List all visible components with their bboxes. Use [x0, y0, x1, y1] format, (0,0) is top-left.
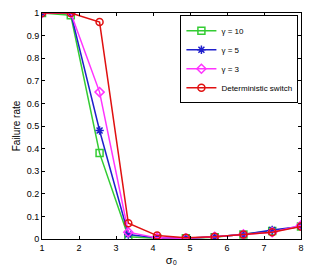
svg-text:γ = 3: γ = 3: [221, 65, 239, 74]
svg-text:0.7: 0.7: [27, 76, 40, 86]
svg-text:0.3: 0.3: [27, 166, 40, 176]
svg-text:0.9: 0.9: [27, 31, 40, 41]
svg-text:0.5: 0.5: [27, 121, 40, 131]
svg-text:2: 2: [76, 243, 81, 253]
svg-text:1: 1: [39, 243, 44, 253]
svg-text:0.2: 0.2: [27, 189, 40, 199]
svg-text:8: 8: [298, 243, 303, 253]
svg-text:Deterministic switch: Deterministic switch: [221, 84, 292, 93]
svg-text:0.1: 0.1: [27, 212, 40, 222]
svg-text:Failure rate: Failure rate: [11, 100, 22, 151]
svg-text:0: 0: [34, 234, 39, 244]
svg-text:0.8: 0.8: [27, 53, 40, 63]
svg-text:γ = 10: γ = 10: [221, 27, 244, 36]
svg-text:5: 5: [187, 243, 192, 253]
svg-text:4: 4: [150, 243, 155, 253]
svg-text:0.6: 0.6: [27, 99, 40, 109]
svg-text:σ₀: σ₀: [166, 254, 177, 266]
svg-text:3: 3: [113, 243, 118, 253]
svg-text:0.4: 0.4: [27, 144, 40, 154]
svg-text:7: 7: [261, 243, 266, 253]
svg-text:1: 1: [34, 8, 39, 18]
svg-text:6: 6: [224, 243, 229, 253]
svg-text:γ = 5: γ = 5: [221, 46, 239, 55]
